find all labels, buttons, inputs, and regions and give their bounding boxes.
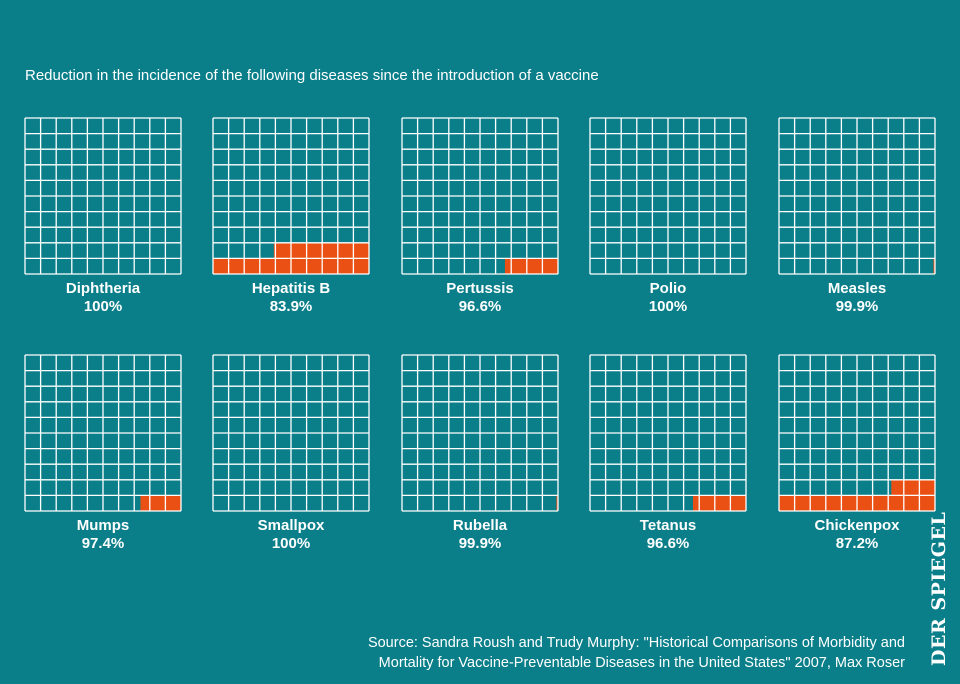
remaining-incidence-cell bbox=[353, 258, 369, 274]
remaining-incidence-cell bbox=[149, 495, 166, 511]
remaining-incidence-cell bbox=[692, 495, 700, 511]
disease-name: Mumps bbox=[76, 517, 130, 534]
remaining-incidence-cell bbox=[213, 258, 229, 274]
remaining-incidence-cell bbox=[322, 242, 338, 259]
reduction-value: 100% bbox=[83, 298, 123, 315]
disease-name: Pertussis bbox=[446, 280, 514, 297]
remaining-incidence-cell bbox=[291, 258, 307, 274]
reduction-value: 99.9% bbox=[835, 298, 879, 315]
source-line-2: Mortality for Vaccine-Preventable Diseas… bbox=[378, 655, 905, 671]
remaining-incidence-cell bbox=[353, 242, 369, 259]
waffle-chart-smallpox: Smallpox 100% bbox=[211, 354, 371, 553]
remaining-incidence-cell bbox=[714, 495, 731, 511]
remaining-incidence-cell bbox=[857, 495, 873, 511]
disease-name: Tetanus bbox=[639, 517, 697, 534]
remaining-incidence-cell bbox=[794, 495, 811, 511]
reduction-value: 96.6% bbox=[458, 298, 502, 315]
waffle-chart-diphtheria: Diphtheria 100% bbox=[23, 117, 183, 316]
remaining-incidence-cell bbox=[275, 242, 291, 259]
remaining-incidence-cell bbox=[556, 495, 558, 511]
remaining-incidence-cell bbox=[291, 242, 307, 259]
reduction-value: 87.2% bbox=[835, 535, 879, 552]
remaining-incidence-cell bbox=[888, 495, 904, 511]
remaining-incidence-cell bbox=[337, 242, 354, 259]
waffle-grid bbox=[401, 117, 559, 275]
waffle-grid bbox=[24, 354, 182, 512]
remaining-incidence-cell bbox=[730, 495, 746, 511]
source-line-1: Source: Sandra Roush and Trudy Murphy: "… bbox=[367, 635, 905, 651]
remaining-incidence-cell bbox=[841, 495, 857, 511]
source-note: Source: Sandra Roush and Trudy Murphy: "… bbox=[368, 633, 905, 673]
reduction-value: 100% bbox=[648, 298, 688, 315]
remaining-incidence-cell bbox=[903, 479, 920, 496]
remaining-incidence-cell bbox=[273, 242, 276, 259]
waffle-grid bbox=[589, 117, 747, 275]
waffle-grid bbox=[778, 117, 936, 275]
remaining-incidence-cell bbox=[337, 258, 354, 274]
waffle-chart-mumps: Mumps 97.4% bbox=[23, 354, 183, 553]
waffle-grid bbox=[589, 354, 747, 512]
waffle-grid bbox=[24, 117, 182, 275]
reduction-value: 100% bbox=[271, 535, 311, 552]
disease-name: Polio bbox=[649, 280, 687, 297]
waffle-grid bbox=[212, 117, 370, 275]
remaining-incidence-cell bbox=[275, 258, 291, 274]
remaining-incidence-cell bbox=[933, 258, 935, 274]
reduction-value: 99.9% bbox=[458, 535, 502, 552]
remaining-incidence-cell bbox=[903, 495, 920, 511]
remaining-incidence-cell bbox=[228, 258, 245, 274]
waffle-chart-polio: Polio 100% bbox=[588, 117, 748, 316]
remaining-incidence-cell bbox=[511, 258, 527, 274]
reduction-value: 96.6% bbox=[646, 535, 690, 552]
remaining-incidence-cell bbox=[919, 479, 935, 496]
remaining-incidence-cell bbox=[504, 258, 512, 274]
remaining-incidence-cell bbox=[810, 495, 826, 511]
remaining-incidence-cell bbox=[872, 495, 889, 511]
waffle-grid bbox=[212, 354, 370, 512]
remaining-incidence-cell bbox=[891, 479, 904, 496]
waffle-chart-chickenpox: Chickenpox 87.2% bbox=[777, 354, 937, 553]
disease-name: Rubella bbox=[452, 517, 508, 534]
waffle-chart-pertussis: Pertussis 96.6% bbox=[400, 117, 560, 316]
disease-name: Smallpox bbox=[257, 517, 325, 534]
remaining-incidence-cell bbox=[140, 495, 150, 511]
remaining-incidence-cell bbox=[259, 258, 276, 274]
remaining-incidence-cell bbox=[919, 495, 935, 511]
chart-subtitle: Reduction in the incidence of the follow… bbox=[25, 67, 599, 84]
waffle-chart-measles: Measles 99.9% bbox=[777, 117, 937, 316]
der-spiegel-logo: DER SPIEGEL bbox=[928, 511, 950, 666]
remaining-incidence-cell bbox=[165, 495, 181, 511]
disease-name: Hepatitis B bbox=[251, 280, 331, 297]
remaining-incidence-cell bbox=[322, 258, 338, 274]
remaining-incidence-cell bbox=[779, 495, 795, 511]
waffle-chart-hepatitis-b: Hepatitis B 83.9% bbox=[211, 117, 371, 316]
remaining-incidence-cell bbox=[306, 258, 323, 274]
disease-name: Chickenpox bbox=[814, 517, 900, 534]
disease-name: Diphtheria bbox=[65, 280, 141, 297]
remaining-incidence-cell bbox=[699, 495, 715, 511]
waffle-chart-tetanus: Tetanus 96.6% bbox=[588, 354, 748, 553]
remaining-incidence-cell bbox=[244, 258, 260, 274]
waffle-grid bbox=[778, 354, 936, 512]
remaining-incidence-cell bbox=[825, 495, 842, 511]
waffle-grid bbox=[401, 354, 559, 512]
remaining-incidence-cell bbox=[526, 258, 543, 274]
remaining-incidence-cell bbox=[306, 242, 323, 259]
waffle-chart-rubella: Rubella 99.9% bbox=[400, 354, 560, 553]
reduction-value: 97.4% bbox=[81, 535, 125, 552]
disease-name: Measles bbox=[827, 280, 887, 297]
remaining-incidence-cell bbox=[542, 258, 558, 274]
reduction-value: 83.9% bbox=[269, 298, 313, 315]
